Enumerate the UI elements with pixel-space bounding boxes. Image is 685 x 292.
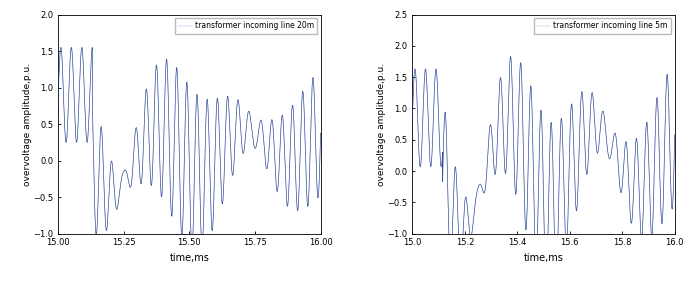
Legend: transformer incoming line 20m: transformer incoming line 20m <box>175 18 316 34</box>
X-axis label: time,ms: time,ms <box>523 253 564 263</box>
Legend: transformer incoming line 5m: transformer incoming line 5m <box>534 18 671 34</box>
Y-axis label: overvoltage amplitude,p.u.: overvoltage amplitude,p.u. <box>377 62 386 186</box>
Y-axis label: overvoltage amplitude,p.u.: overvoltage amplitude,p.u. <box>23 62 32 186</box>
X-axis label: time,ms: time,ms <box>169 253 210 263</box>
